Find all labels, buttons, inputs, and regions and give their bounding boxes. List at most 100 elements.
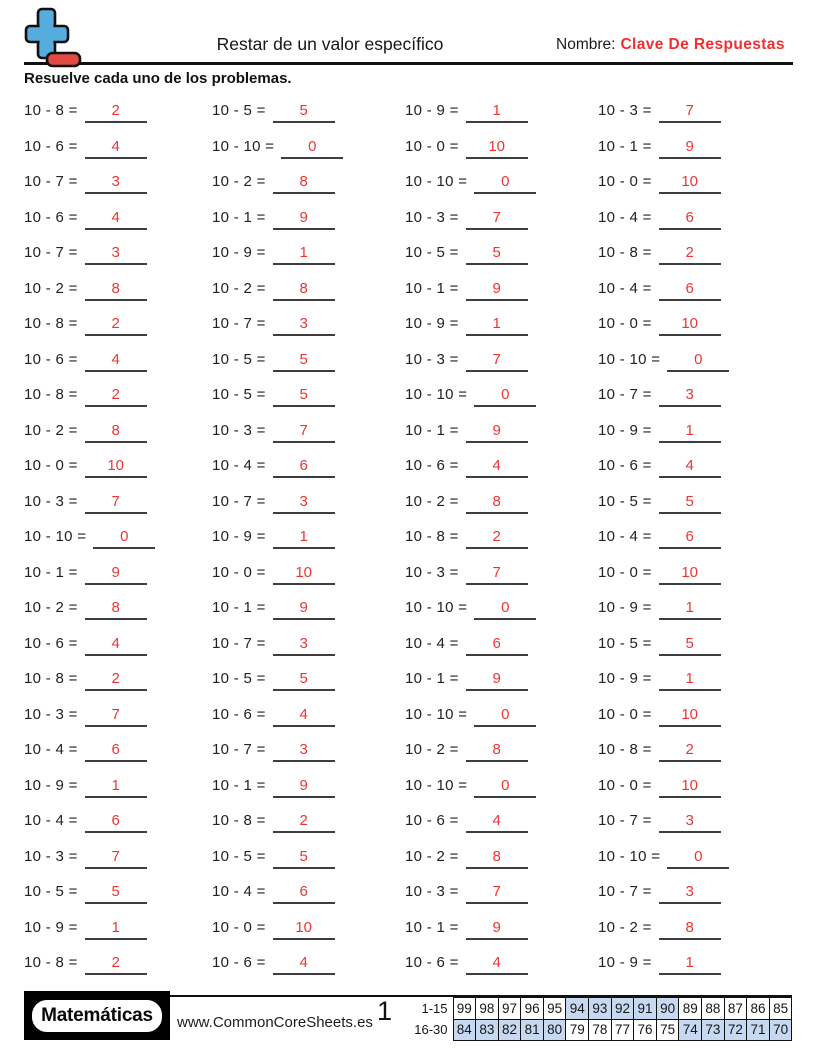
answer-blank: 0 xyxy=(474,777,537,798)
answer-value: 7 xyxy=(492,208,501,226)
answer-blank: 2 xyxy=(84,315,147,337)
answer-value: 8 xyxy=(111,421,120,439)
answer-blank: 10 xyxy=(84,457,147,479)
answer-value: 10 xyxy=(681,705,699,723)
problem-expression: 10 - 9 = xyxy=(24,918,78,936)
problem-expression: 10 - 0 = xyxy=(212,918,266,936)
answer-blank: 10 xyxy=(658,173,721,195)
score-cell: 90 xyxy=(655,997,680,1020)
answer-value: 4 xyxy=(492,457,501,475)
answer-value: 4 xyxy=(492,812,501,830)
problem-item: 10 - 8 = 2 xyxy=(24,670,212,692)
instruction-text: Resuelve cada uno de los problemas. xyxy=(24,70,292,87)
problem-item: 10 - 2 = 8 xyxy=(24,280,212,301)
problem-expression: 10 - 6 = xyxy=(24,634,78,652)
problem-item: 10 - 4 = 6 xyxy=(212,457,405,479)
answer-value: 0 xyxy=(501,599,510,617)
problem-expression: 10 - 10 = xyxy=(405,705,468,723)
problem-expression: 10 - 3 = xyxy=(24,705,78,723)
answer-blank: 2 xyxy=(465,528,528,550)
answer-value: 6 xyxy=(685,279,694,297)
answer-value: 8 xyxy=(685,918,694,936)
problem-expression: 10 - 4 = xyxy=(212,457,266,475)
answer-value: 3 xyxy=(299,492,308,510)
answer-blank: 2 xyxy=(658,741,721,763)
problem-item: 10 - 7 = 3 xyxy=(212,493,405,514)
answer-blank: 0 xyxy=(474,386,537,408)
score-cell: 75 xyxy=(655,1018,680,1041)
answer-blank: 10 xyxy=(658,564,721,585)
problem-item: 10 - 9 = 1 xyxy=(598,670,792,692)
answer-value: 5 xyxy=(299,386,308,404)
answer-value: 4 xyxy=(111,137,120,155)
answer-blank: 4 xyxy=(465,457,528,479)
answer-value: 5 xyxy=(685,492,694,510)
answer-blank: 8 xyxy=(84,280,147,301)
answer-value: 6 xyxy=(111,812,120,830)
answer-blank: 3 xyxy=(272,634,335,656)
answer-value: 3 xyxy=(685,883,694,901)
problem-item: 10 - 7 = 3 xyxy=(24,173,212,195)
answer-value: 5 xyxy=(299,670,308,688)
problem-item: 10 - 6 = 4 xyxy=(598,457,792,479)
problem-item: 10 - 8 = 2 xyxy=(24,386,212,408)
problem-expression: 10 - 6 = xyxy=(405,812,459,830)
problem-item: 10 - 8 = 2 xyxy=(24,954,212,976)
answer-value: 9 xyxy=(299,599,308,617)
answer-blank: 6 xyxy=(84,741,147,763)
answer-blank: 8 xyxy=(465,741,528,763)
answer-value: 3 xyxy=(299,634,308,652)
answer-blank: 0 xyxy=(667,848,730,869)
answer-value: 9 xyxy=(492,421,501,439)
answer-blank: 1 xyxy=(658,670,721,692)
problem-expression: 10 - 6 = xyxy=(24,137,78,155)
problem-expression: 10 - 9 = xyxy=(24,776,78,794)
answer-blank: 1 xyxy=(658,599,721,621)
problem-item: 10 - 5 = 5 xyxy=(212,386,405,408)
problem-expression: 10 - 5 = xyxy=(212,350,266,368)
score-cell: 83 xyxy=(475,1018,499,1041)
brand-label: Matemáticas xyxy=(30,997,164,1034)
problem-expression: 10 - 1 = xyxy=(212,208,266,226)
page-title: Restar de un valor específico xyxy=(216,34,444,54)
answer-value: 9 xyxy=(299,208,308,226)
problem-expression: 10 - 10 = xyxy=(405,776,468,794)
answer-blank: 4 xyxy=(465,812,528,834)
problem-item: 10 - 7 = 3 xyxy=(212,315,405,337)
answer-blank: 3 xyxy=(272,315,335,337)
problem-expression: 10 - 5 = xyxy=(212,102,266,120)
answer-blank: 9 xyxy=(84,564,147,585)
answer-value: 5 xyxy=(299,847,308,865)
answer-blank: 9 xyxy=(465,421,528,443)
answer-blank: 10 xyxy=(465,138,528,159)
score-row: 1-15 99 98 97 96 95 94 93 92 91 90 89 88 87 86 85 xyxy=(409,997,793,1020)
answer-value: 2 xyxy=(299,812,308,830)
problem-expression: 10 - 3 = xyxy=(212,421,266,439)
problem-item: 10 - 6 = 4 xyxy=(24,635,212,656)
answer-blank: 1 xyxy=(84,919,147,940)
answer-value: 2 xyxy=(111,954,120,972)
score-cell: 81 xyxy=(520,1018,544,1041)
answer-blank: 7 xyxy=(465,351,528,372)
answer-blank: 1 xyxy=(465,315,528,337)
answer-blank: 5 xyxy=(272,102,335,124)
problem-expression: 10 - 1 = xyxy=(405,918,459,936)
problem-item: 10 - 1 = 9 xyxy=(212,777,405,798)
answer-value: 6 xyxy=(685,528,694,546)
problem-expression: 10 - 4 = xyxy=(24,741,78,759)
answer-blank: 10 xyxy=(658,777,721,798)
problem-item: 10 - 0 = 10 xyxy=(405,138,598,159)
answer-value: 1 xyxy=(685,421,694,439)
problem-item: 10 - 10 = 0 xyxy=(405,599,598,621)
problem-expression: 10 - 7 = xyxy=(598,883,652,901)
answer-blank: 9 xyxy=(658,138,721,159)
problem-expression: 10 - 6 = xyxy=(24,208,78,226)
problem-expression: 10 - 5 = xyxy=(212,386,266,404)
problem-item: 10 - 9 = 1 xyxy=(24,919,212,940)
answer-blank: 5 xyxy=(272,351,335,372)
problem-expression: 10 - 5 = xyxy=(598,634,652,652)
answer-blank: 8 xyxy=(465,848,528,869)
problem-expression: 10 - 1 = xyxy=(212,776,266,794)
problem-item: 10 - 10 = 0 xyxy=(405,706,598,727)
answer-value: 5 xyxy=(492,244,501,262)
